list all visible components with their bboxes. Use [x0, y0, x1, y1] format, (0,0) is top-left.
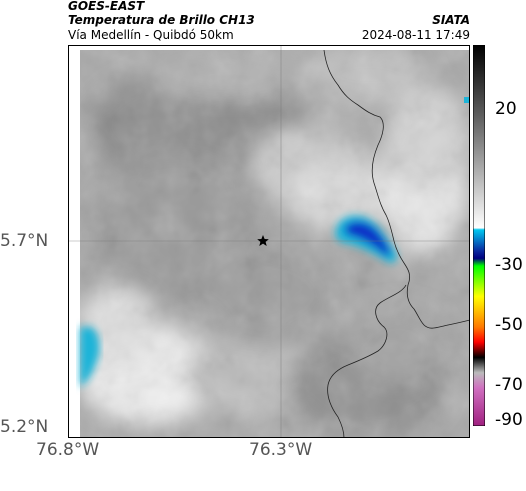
boundary-line	[323, 49, 470, 329]
lat-label: 5.7°N	[0, 231, 49, 251]
colorbar	[473, 45, 485, 426]
boundary-line	[327, 284, 407, 438]
colorbar-tick: -30	[495, 255, 523, 275]
lat-label: 5.2°N	[0, 417, 49, 437]
colorbar-tick: -90	[495, 410, 523, 430]
colorbar-tick: -70	[495, 375, 523, 395]
datetime-label: 2024-08-11 17:49	[361, 28, 470, 42]
satellite-map	[68, 45, 470, 438]
product-title: Temperatura de Brillo CH13	[68, 13, 255, 27]
satellite-title: GOES-EAST	[68, 0, 145, 13]
colorbar-tick: 20	[495, 99, 517, 119]
colorbar-tick: -50	[495, 315, 523, 335]
star-icon	[257, 235, 269, 246]
lon-label: 76.3°W	[249, 440, 313, 460]
region-label: Vía Medellín - Quibdó 50km	[68, 28, 234, 42]
lon-label: 76.8°W	[36, 440, 100, 460]
org-label: SIATA	[432, 13, 470, 27]
